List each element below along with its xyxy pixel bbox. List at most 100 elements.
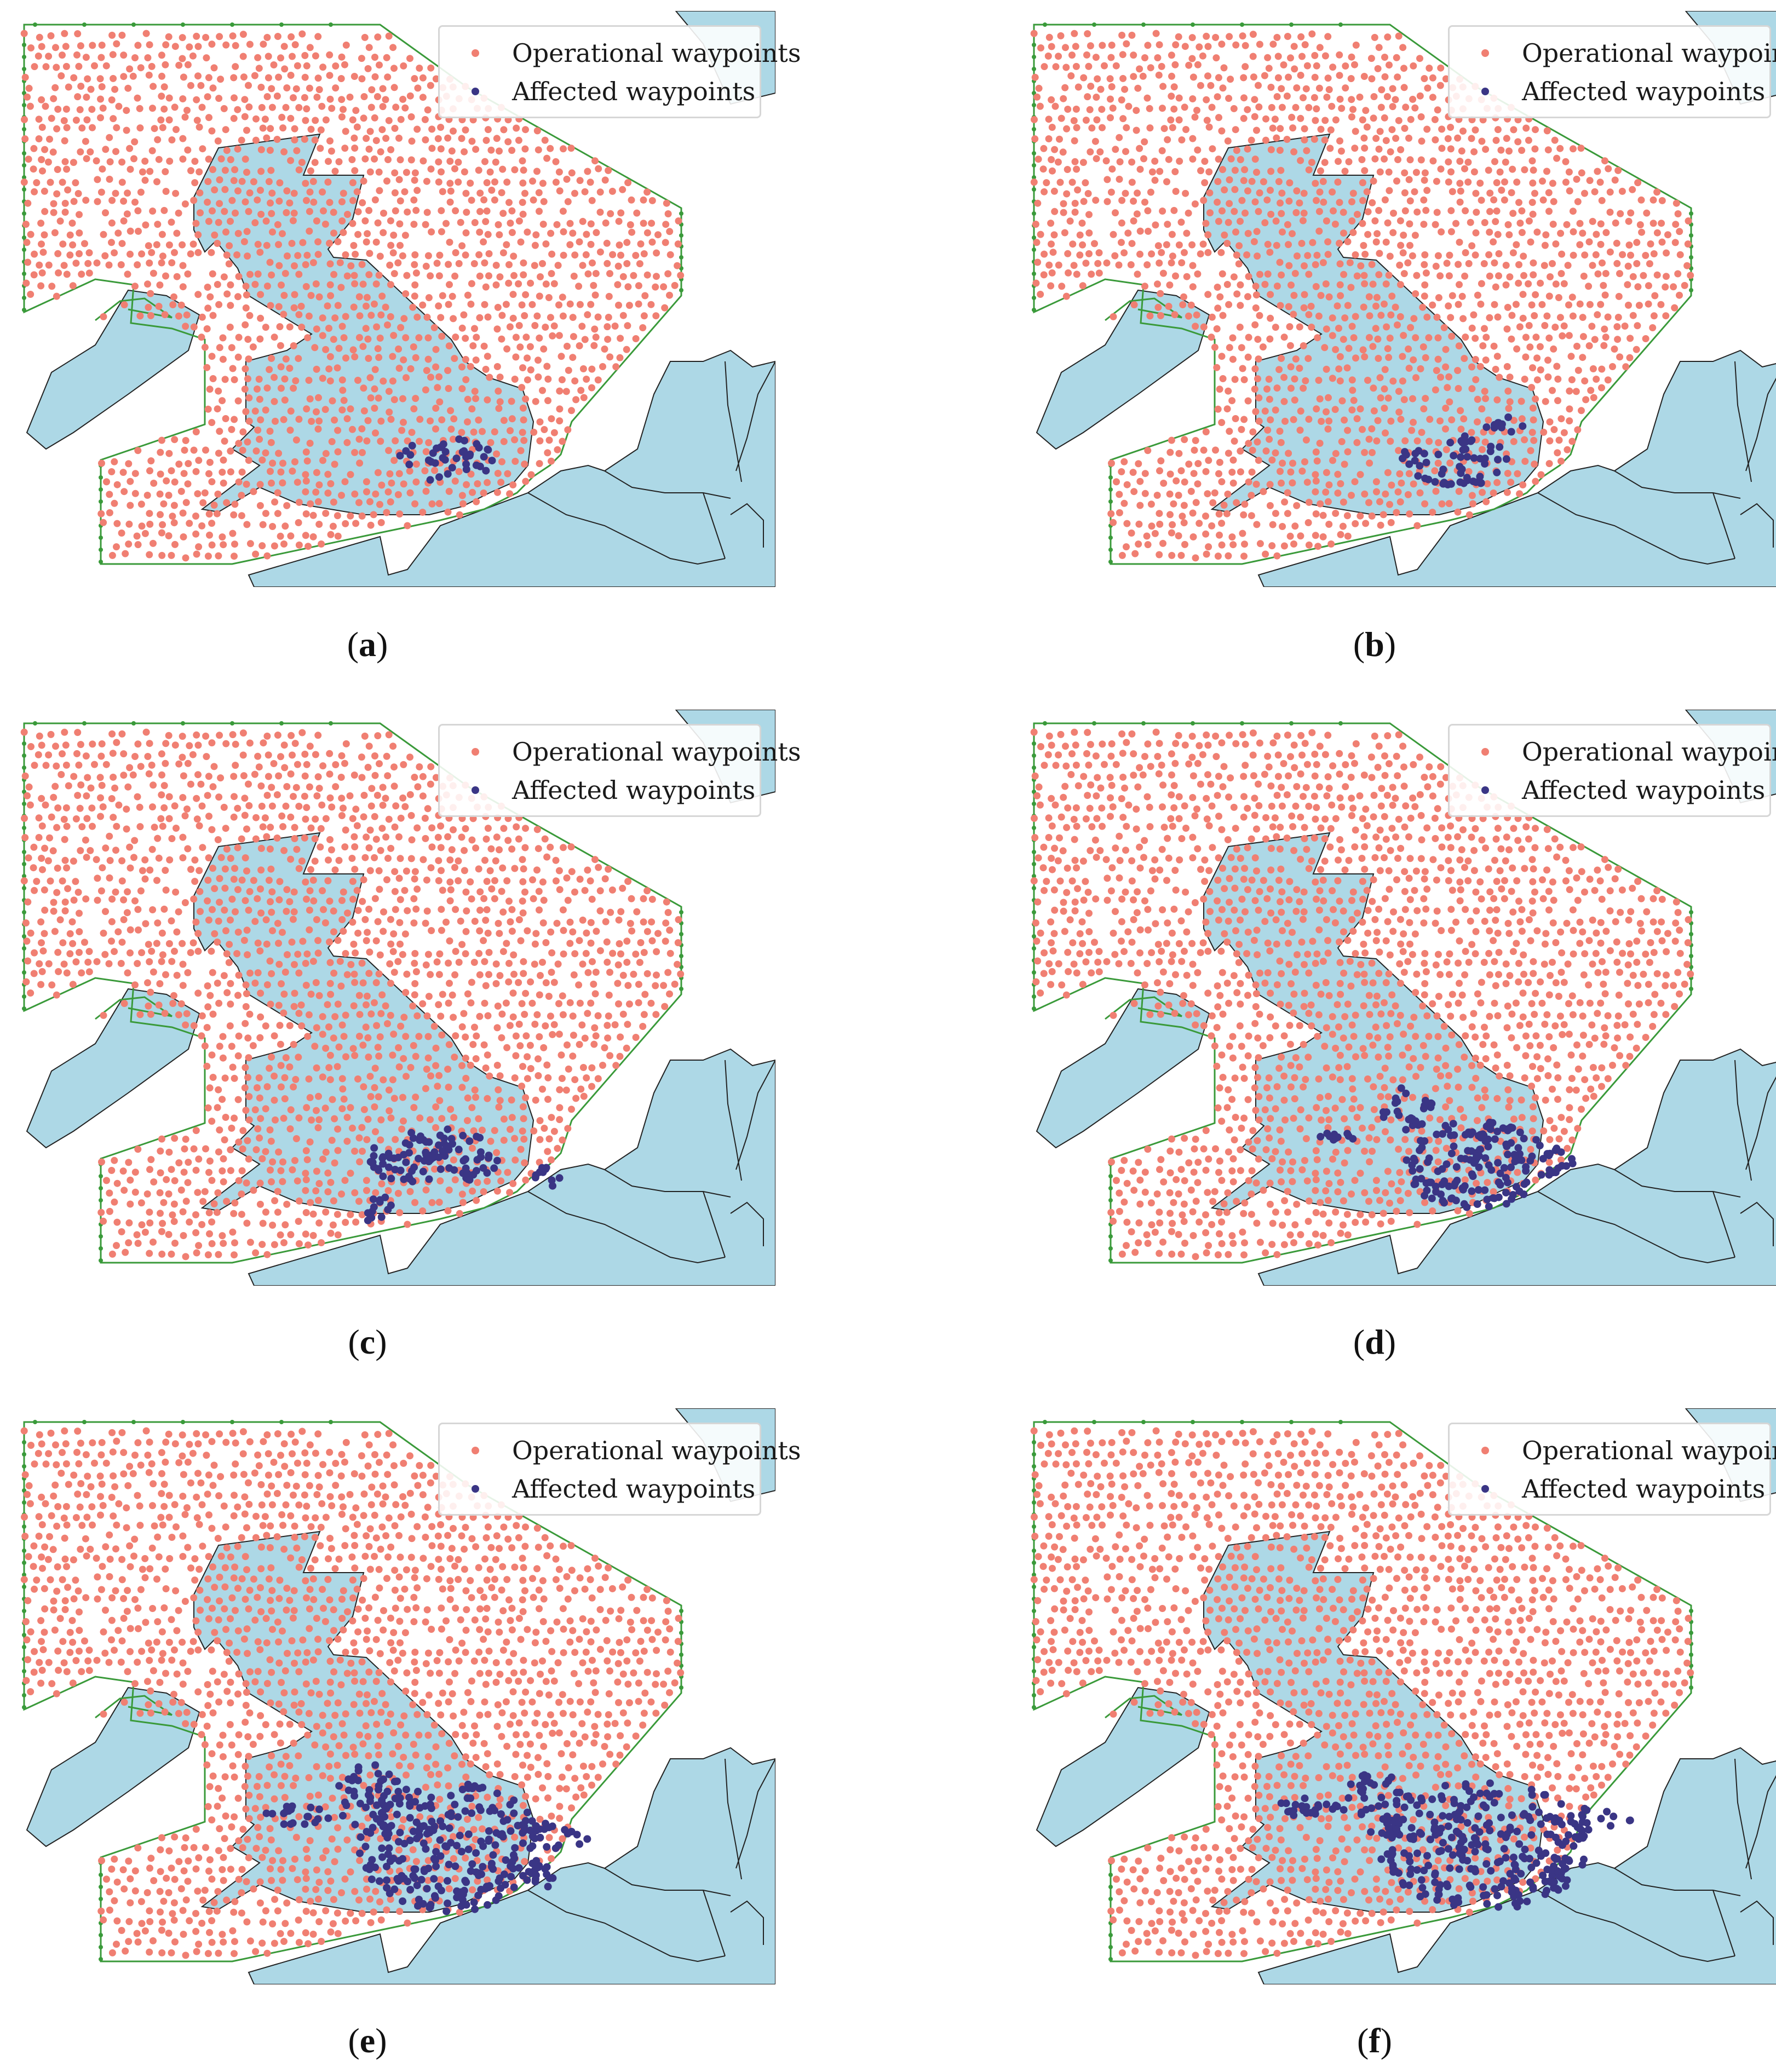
operational-waypoint	[1340, 498, 1347, 506]
operational-waypoint	[1206, 209, 1214, 217]
operational-waypoint	[652, 982, 659, 989]
operational-waypoint	[252, 136, 260, 144]
operational-waypoint	[245, 906, 252, 914]
operational-waypoint	[165, 94, 173, 102]
operational-waypoint	[416, 763, 423, 770]
operational-waypoint	[70, 159, 77, 166]
operational-waypoint	[1093, 155, 1100, 163]
operational-waypoint	[515, 979, 522, 986]
operational-waypoint	[476, 314, 484, 321]
operational-waypoint	[1394, 321, 1401, 329]
operational-waypoint	[1312, 488, 1319, 496]
operational-waypoint	[398, 427, 406, 434]
operational-waypoint	[591, 291, 599, 299]
operational-waypoint	[1545, 189, 1553, 197]
operational-waypoint	[1406, 510, 1413, 518]
operational-waypoint	[1232, 41, 1240, 49]
operational-waypoint	[390, 270, 398, 278]
operational-waypoint	[609, 949, 617, 957]
operational-waypoint	[521, 461, 528, 468]
operational-waypoint	[1311, 94, 1318, 101]
operational-waypoint	[1215, 156, 1222, 163]
operational-waypoint	[358, 774, 366, 781]
operational-waypoint	[326, 51, 334, 59]
operational-waypoint	[242, 854, 249, 862]
operational-waypoint	[1486, 189, 1494, 197]
operational-waypoint	[467, 878, 474, 885]
operational-waypoint	[327, 846, 335, 854]
operational-waypoint	[331, 1013, 339, 1021]
operational-waypoint	[513, 823, 520, 831]
operational-waypoint	[221, 376, 229, 383]
operational-waypoint	[204, 1003, 212, 1011]
affected-waypoint	[1461, 432, 1469, 440]
operational-waypoint	[158, 750, 165, 758]
operational-waypoint	[89, 42, 96, 49]
operational-waypoint	[1227, 155, 1235, 163]
operational-waypoint	[604, 323, 611, 331]
operational-waypoint	[1518, 415, 1526, 423]
operational-waypoint	[387, 416, 395, 423]
operational-waypoint	[112, 847, 119, 854]
operational-waypoint	[154, 919, 162, 927]
operational-waypoint	[378, 481, 386, 489]
operational-waypoint	[1171, 311, 1179, 319]
operational-waypoint	[377, 1010, 385, 1017]
operational-waypoint	[342, 128, 349, 135]
operational-waypoint	[511, 436, 519, 444]
operational-waypoint	[1313, 405, 1320, 413]
operational-waypoint	[1118, 551, 1126, 559]
operational-waypoint	[263, 93, 271, 100]
operational-waypoint	[119, 469, 127, 476]
operational-waypoint	[54, 106, 62, 113]
operational-waypoint	[310, 897, 318, 905]
operational-waypoint	[1324, 425, 1332, 433]
operational-waypoint	[231, 1074, 238, 1082]
operational-waypoint	[484, 396, 491, 404]
operational-waypoint	[165, 116, 173, 124]
operational-waypoint	[254, 196, 261, 204]
operational-waypoint	[329, 522, 337, 530]
operational-waypoint	[1324, 498, 1332, 505]
operational-waypoint	[82, 197, 90, 204]
operational-waypoint	[1085, 229, 1093, 237]
operational-waypoint	[76, 948, 83, 956]
boundary-marker	[22, 826, 26, 830]
operational-waypoint	[262, 406, 269, 414]
operational-waypoint	[1438, 228, 1445, 235]
operational-waypoint	[1366, 312, 1373, 320]
operational-waypoint	[1658, 220, 1665, 227]
operational-waypoint	[374, 33, 382, 41]
operational-waypoint	[295, 865, 303, 872]
operational-waypoint	[555, 867, 563, 874]
operational-waypoint	[118, 31, 126, 39]
operational-waypoint	[587, 301, 595, 308]
operational-waypoint	[157, 511, 164, 519]
operational-waypoint	[230, 74, 238, 82]
operational-waypoint	[1405, 470, 1413, 477]
operational-waypoint	[1525, 322, 1533, 329]
operational-waypoint	[1230, 273, 1238, 281]
operational-waypoint	[1312, 448, 1320, 456]
operational-waypoint	[1284, 221, 1291, 228]
operational-waypoint	[1226, 200, 1233, 208]
operational-waypoint	[508, 398, 515, 405]
operational-waypoint	[1125, 102, 1133, 110]
operational-waypoint	[374, 469, 382, 476]
operational-waypoint	[1367, 55, 1375, 62]
operational-waypoint	[390, 84, 398, 91]
operational-waypoint	[1166, 470, 1174, 478]
operational-waypoint	[1586, 177, 1594, 185]
operational-waypoint	[137, 64, 145, 72]
operational-waypoint	[464, 1117, 471, 1124]
operational-waypoint	[267, 439, 275, 446]
operational-waypoint	[254, 895, 261, 902]
operational-waypoint	[1532, 477, 1539, 485]
operational-waypoint	[1330, 207, 1337, 215]
operational-waypoint	[1197, 82, 1204, 89]
operational-waypoint	[320, 207, 327, 215]
operational-waypoint	[1218, 41, 1226, 48]
operational-waypoint	[1181, 249, 1188, 256]
operational-waypoint	[449, 292, 456, 300]
operational-waypoint	[235, 478, 243, 486]
